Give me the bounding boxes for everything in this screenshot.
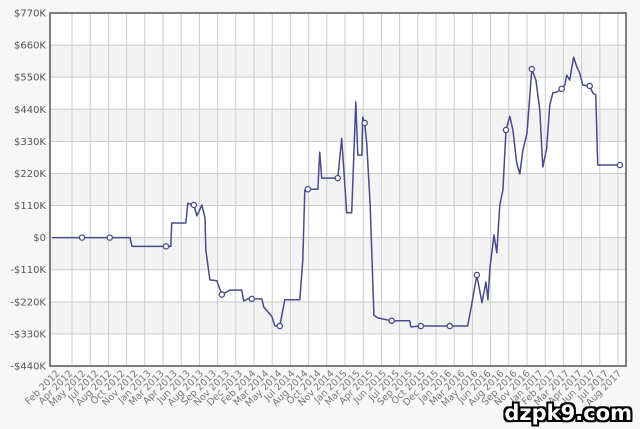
plot-frame	[49, 12, 627, 367]
data-point-marker	[528, 65, 536, 73]
y-tick-label: -$440K	[10, 362, 46, 373]
data-point-marker	[417, 322, 425, 330]
data-point-marker	[558, 85, 565, 93]
data-point-marker	[218, 291, 226, 298]
y-tick-label: $330K	[14, 137, 46, 148]
data-point-marker	[616, 161, 624, 169]
y-tick-label: $550K	[14, 73, 46, 84]
data-point-marker	[304, 185, 312, 193]
data-point-marker	[388, 317, 395, 325]
data-point-marker	[106, 234, 114, 241]
grid-band	[50, 237, 626, 270]
data-point-marker	[586, 82, 593, 90]
data-point-marker	[190, 201, 198, 209]
y-tick-label: -$330K	[10, 329, 46, 340]
y-tick-label: $660K	[14, 41, 46, 52]
y-tick-label: $220K	[14, 169, 46, 180]
data-point-marker	[162, 243, 170, 250]
data-point-marker	[276, 322, 284, 330]
y-tick-label: $110K	[14, 201, 46, 212]
plot-background	[50, 13, 626, 366]
grid-band	[50, 109, 626, 142]
data-point-marker	[78, 234, 86, 241]
data-point-marker	[334, 174, 342, 182]
y-tick-label: -$110K	[10, 265, 46, 276]
data-point-marker	[248, 295, 256, 303]
data-point-marker	[502, 126, 510, 134]
series-markers	[78, 65, 624, 330]
series-line	[52, 56, 620, 328]
grid-band	[50, 301, 626, 334]
data-point-marker	[446, 322, 454, 330]
y-tick-label: $770K	[14, 9, 46, 20]
y-axis-ticks: $770K $660K $550K $440K $330K $220K $110K $0 -$1…	[10, 9, 46, 373]
data-point-marker	[361, 119, 368, 127]
y-tick-label: $440K	[14, 105, 46, 116]
y-tick-label: $0	[33, 233, 46, 244]
data-point-marker	[473, 271, 481, 279]
watermark: dzpk9.com	[504, 401, 632, 425]
y-tick-label: -$220K	[10, 297, 46, 308]
grid-band	[50, 45, 626, 78]
